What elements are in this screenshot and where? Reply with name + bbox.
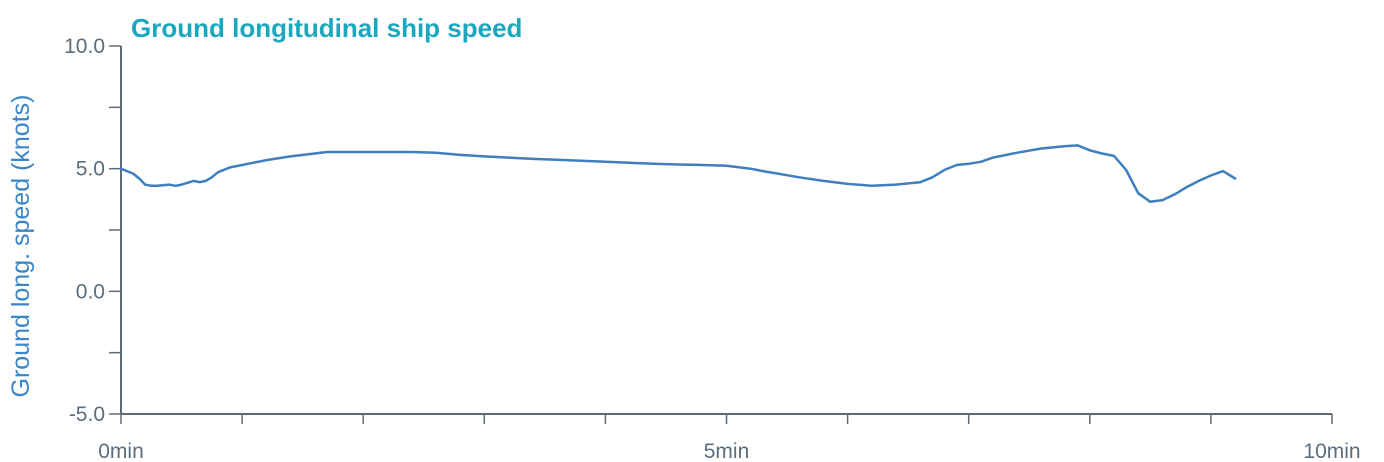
y-tick-label: 10.0 xyxy=(64,35,105,58)
x-ticks: 0min 5min 10min xyxy=(98,414,1361,462)
series-line xyxy=(119,144,1237,204)
x-tick-label: 5min xyxy=(704,440,750,462)
y-ticks: -5.0 0.0 5.0 10.0 xyxy=(64,35,121,426)
y-axis-label: Ground long. speed (knots) xyxy=(7,95,35,398)
x-tick-label: 0min xyxy=(98,440,144,462)
y-tick-label: -5.0 xyxy=(69,403,105,426)
x-tick-label: 10min xyxy=(1303,440,1360,462)
y-tick-label: 0.0 xyxy=(76,280,105,303)
y-tick-label: 5.0 xyxy=(76,158,105,181)
series-group xyxy=(119,144,1237,204)
chart-title: Ground longitudinal ship speed xyxy=(131,13,522,43)
